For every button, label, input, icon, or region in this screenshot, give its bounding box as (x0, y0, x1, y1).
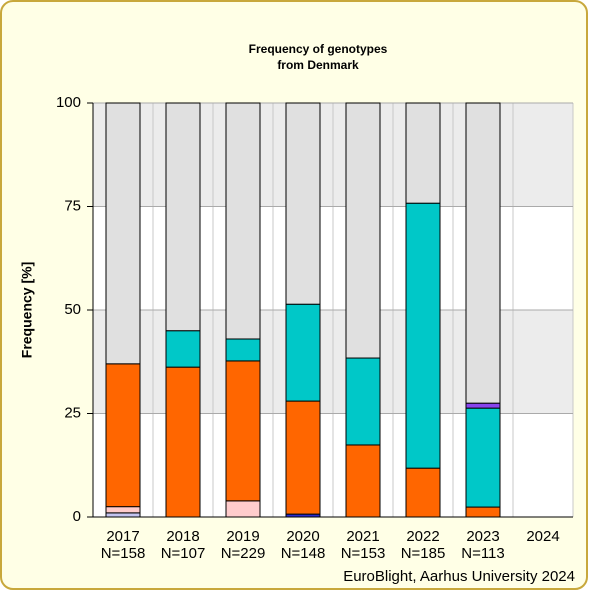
bar-segment (105, 363, 141, 508)
chart-title: Frequency of genotypes (249, 42, 388, 56)
y-axis-label: Frequency [%] (19, 262, 35, 358)
x-tick-label: 2020 (286, 528, 319, 545)
sample-size: N=148 (281, 545, 326, 562)
y-tick-label: 100 (56, 94, 81, 111)
x-tick-label: 2022 (406, 528, 439, 545)
x-tick-label: 2019 (226, 528, 259, 545)
footer: EuroBlight, Aarhus University 2024 (343, 568, 575, 585)
bar-segment (285, 102, 321, 305)
x-tick-label: 2024 (526, 528, 559, 545)
bar-segment (225, 500, 261, 518)
y-tick-label: 75 (64, 197, 81, 214)
x-tick-label: 2021 (346, 528, 379, 545)
bar-segment (405, 467, 441, 518)
bar-segment (465, 402, 501, 409)
sample-size: N=107 (161, 545, 206, 562)
bar-segment (285, 303, 321, 402)
sample-size: N=113 (461, 545, 505, 562)
bar-segment (465, 407, 501, 508)
x-tick-label: 2018 (166, 528, 199, 545)
bar-segment (405, 102, 441, 204)
x-tick-label: 2023 (466, 528, 499, 545)
bar-segment (465, 102, 501, 404)
bar-segment (285, 400, 321, 515)
bar-segment (165, 366, 201, 518)
chart-subtitle: from Denmark (277, 58, 359, 72)
y-tick-label: 25 (64, 404, 81, 421)
bar-segment (225, 338, 261, 362)
bar-segment (225, 360, 261, 502)
bar-segment (405, 202, 441, 469)
bar-segment (105, 506, 141, 514)
bar-segment (165, 102, 201, 332)
sample-size: N=229 (221, 545, 266, 562)
bar-segment (345, 102, 381, 359)
bar-segment (225, 102, 261, 340)
sample-size: N=185 (401, 545, 446, 562)
bar-segment (165, 330, 201, 368)
sample-size: N=153 (341, 545, 386, 562)
sample-size: N=158 (101, 545, 146, 562)
bar-segment (345, 444, 381, 518)
bar-segment (105, 102, 141, 365)
bar-segment (105, 512, 141, 518)
bar-segment (465, 506, 501, 518)
y-tick-label: 50 (64, 301, 81, 318)
bar-segment (345, 357, 381, 446)
y-tick-label: 0 (73, 508, 81, 525)
x-tick-label: 2017 (106, 528, 139, 545)
